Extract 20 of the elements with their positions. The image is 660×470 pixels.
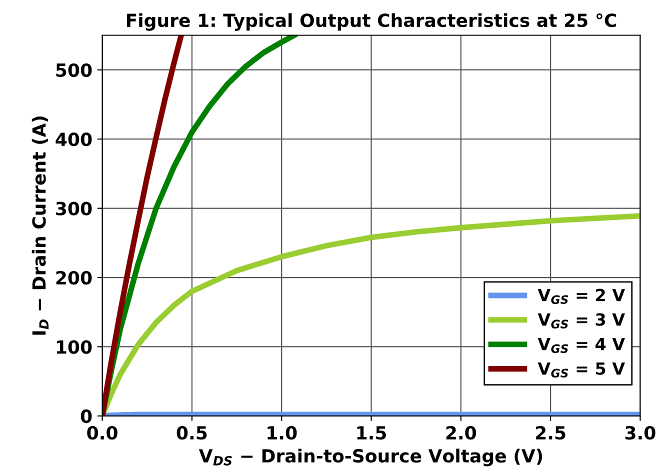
y-tick-label: 300 xyxy=(56,202,92,216)
x-tick-label: 3.0 xyxy=(625,426,656,440)
y-tick-label: 400 xyxy=(56,132,92,146)
x-tick-label: 2.5 xyxy=(536,426,566,440)
x-tick-label: 2.0 xyxy=(446,426,476,440)
legend-label: V$_{GS}$ = 4 V xyxy=(538,338,625,354)
y-tick-label: 100 xyxy=(56,340,92,354)
y-axis-title: I$_{D}$ − Drain Current (A) xyxy=(32,116,49,335)
x-tick-label: 0.5 xyxy=(176,426,207,440)
y-tick-label: 200 xyxy=(56,270,92,285)
x-tick-label: 0.0 xyxy=(87,426,118,440)
legend-label: V$_{GS}$ = 3 V xyxy=(538,313,625,328)
legend-label: V$_{GS}$ = 5 V xyxy=(538,362,625,378)
chart-title: Figure 1: Typical Output Characteristics at 25 °C xyxy=(126,13,616,31)
x-tick-label: 1.5 xyxy=(357,426,386,440)
x-tick-label: 1.0 xyxy=(268,426,297,440)
legend-label: V$_{GS}$ = 2 V xyxy=(538,288,625,304)
y-tick-label: 500 xyxy=(56,63,92,77)
y-tick-label: 0 xyxy=(80,409,92,424)
x-axis-title: V$_{DS}$ − Drain-to-Source Voltage (V) xyxy=(198,448,542,466)
